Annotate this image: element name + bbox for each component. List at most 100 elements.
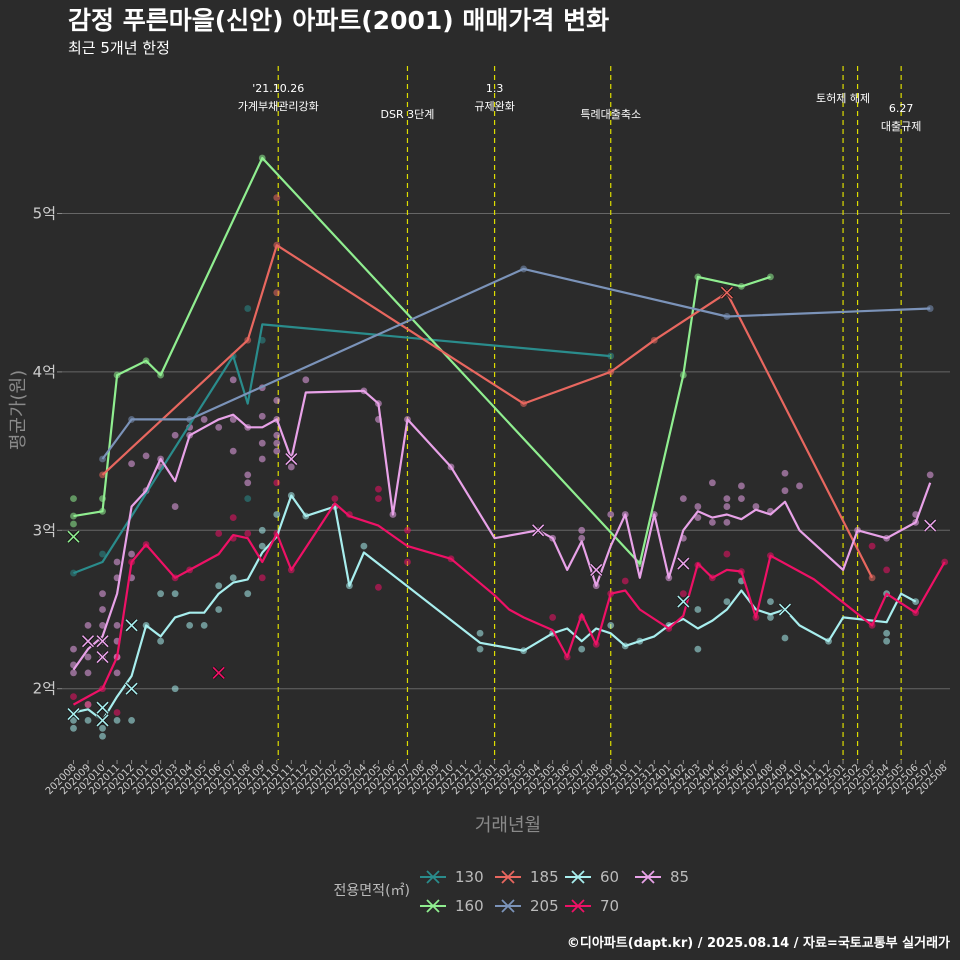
scatter-point-60 — [258, 526, 266, 534]
event-label: 대출규제 — [881, 120, 921, 133]
scatter-point-60 — [128, 716, 135, 724]
scatter-point-85 — [679, 495, 687, 503]
legend-label: 160 — [455, 897, 484, 915]
scatter-point-60 — [476, 629, 484, 637]
y-tick-label: 5억 — [33, 204, 56, 222]
y-axis-title: 평균가(원) — [8, 370, 29, 450]
scatter-point-60 — [84, 716, 92, 724]
scatter-point-85 — [607, 511, 615, 518]
cross-stroke — [677, 595, 690, 608]
cross-marker-60 — [778, 602, 792, 617]
scatter-point-60 — [113, 716, 121, 724]
scatter-point-60 — [157, 637, 165, 645]
cross-marker-85 — [95, 634, 110, 648]
scatter-point-70 — [113, 709, 121, 716]
scatter-point-85 — [200, 416, 208, 423]
event-label: 6.27 — [889, 102, 914, 115]
scatter-point-85 — [723, 518, 731, 526]
legend-label: 70 — [600, 897, 619, 915]
scatter-point-70 — [375, 495, 382, 503]
legend: 전용면적(㎡) 130 160 185 205 60 70 85 — [334, 868, 690, 915]
scatter-point-70 — [244, 530, 252, 537]
scatter-point-60 — [273, 511, 281, 518]
scatter-point-60 — [157, 590, 165, 598]
scatter-point-85 — [708, 479, 716, 487]
cross-marker-185 — [720, 286, 734, 300]
scatter-point-60 — [171, 590, 179, 598]
event-label: 토허제 해제 — [816, 91, 870, 105]
scatter-point-60 — [99, 732, 106, 740]
scatter-point-60 — [883, 637, 891, 645]
scatter-point-60 — [244, 590, 252, 598]
scatter-point-85 — [796, 482, 803, 490]
cross-stroke — [720, 286, 733, 299]
scatter-point-70 — [229, 514, 237, 522]
scatter-point-70 — [273, 479, 281, 487]
scatter-point-60 — [883, 629, 891, 637]
scatter-point-85 — [113, 669, 121, 677]
scatter-point-85 — [99, 606, 106, 613]
cross-stroke — [924, 519, 937, 532]
cross-stroke — [96, 701, 109, 714]
scatter-point-185 — [273, 194, 281, 202]
scatter-point-70 — [404, 526, 411, 534]
scatter-point-60 — [694, 606, 702, 613]
scatter-point-85 — [128, 460, 135, 468]
scatter-point-85 — [113, 621, 121, 629]
y-tick-label: 3억 — [33, 521, 56, 539]
scatter-point-85 — [273, 397, 281, 404]
scatter-point-60 — [694, 645, 702, 653]
legend-item-160: 160 — [420, 897, 484, 915]
cross-stroke — [67, 530, 80, 543]
scatter-point-70 — [70, 693, 77, 701]
scatter-point-85 — [287, 463, 295, 471]
scatter-point-85 — [781, 487, 789, 495]
scatter-point-85 — [752, 503, 760, 510]
cross-stroke — [96, 635, 109, 648]
cross-stroke — [285, 452, 298, 466]
cross-stroke — [590, 563, 603, 576]
scatter-point-60 — [215, 606, 223, 613]
scatter-point-185 — [273, 289, 281, 297]
scatter-point-60 — [767, 598, 774, 605]
cross-marker-60 — [95, 713, 110, 728]
scatter-point-70 — [258, 574, 266, 582]
legend-item-205: 205 — [495, 897, 559, 915]
scatter-point-85 — [708, 518, 716, 526]
scatter-point-85 — [738, 495, 745, 503]
cross-stroke — [778, 603, 792, 616]
scatter-point-85 — [258, 455, 266, 463]
chart-subtitle: 최근 5개년 한정 — [68, 39, 170, 57]
scatter-point-130 — [607, 352, 615, 360]
cross-marker-60 — [676, 594, 690, 609]
scatter-point-85 — [229, 447, 237, 455]
scatter-point-85 — [273, 439, 281, 447]
scatter-point-85 — [578, 534, 586, 542]
scatter-point-60 — [171, 685, 179, 693]
scatter-point-85 — [244, 479, 252, 487]
scatter-point-70 — [549, 614, 557, 621]
x-axis-title: 거래년월 — [475, 815, 541, 836]
scatter-point-60 — [476, 645, 484, 653]
event-label: '21.10.26 — [252, 82, 304, 95]
scatter-point-60 — [578, 645, 586, 653]
cross-stroke — [67, 707, 80, 721]
cross-marker-85 — [923, 518, 937, 533]
legend-label: 205 — [530, 897, 559, 915]
chart-title: 감정 푸른마을(신안) 아파트(2001) 매매가격 변화 — [68, 6, 609, 35]
scatter-point-60 — [360, 542, 368, 550]
cross-marker-85 — [95, 650, 110, 664]
scatter-point-60 — [767, 614, 774, 621]
legend-label: 185 — [530, 868, 559, 886]
scatter-point-70 — [723, 550, 731, 558]
cross-stroke — [125, 682, 138, 695]
legend-item-85: 85 — [635, 868, 689, 886]
scatter-point-130 — [244, 305, 252, 312]
scatter-point-70 — [215, 530, 223, 537]
scatter-point-85 — [229, 376, 237, 384]
scatter-point-85 — [723, 495, 731, 503]
scatter-point-60 — [70, 724, 77, 732]
plot-area: 2억3억4억5억20200820200920201020201120201220… — [33, 66, 950, 797]
event-label: 가계부채관리강화 — [238, 100, 319, 113]
